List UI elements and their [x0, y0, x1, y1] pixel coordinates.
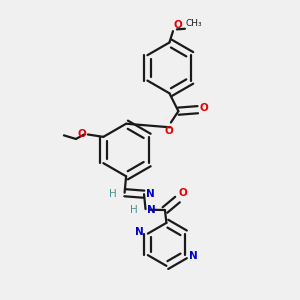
Text: O: O [78, 129, 86, 139]
Text: N: N [146, 189, 154, 199]
Text: O: O [200, 103, 208, 113]
Text: N: N [147, 205, 156, 215]
Text: O: O [179, 188, 188, 198]
Text: O: O [174, 20, 183, 30]
Text: N: N [136, 227, 144, 237]
Text: N: N [189, 251, 197, 261]
Text: CH₃: CH₃ [185, 19, 202, 28]
Text: H: H [110, 189, 117, 199]
Text: H: H [130, 205, 138, 215]
Text: O: O [165, 125, 173, 136]
